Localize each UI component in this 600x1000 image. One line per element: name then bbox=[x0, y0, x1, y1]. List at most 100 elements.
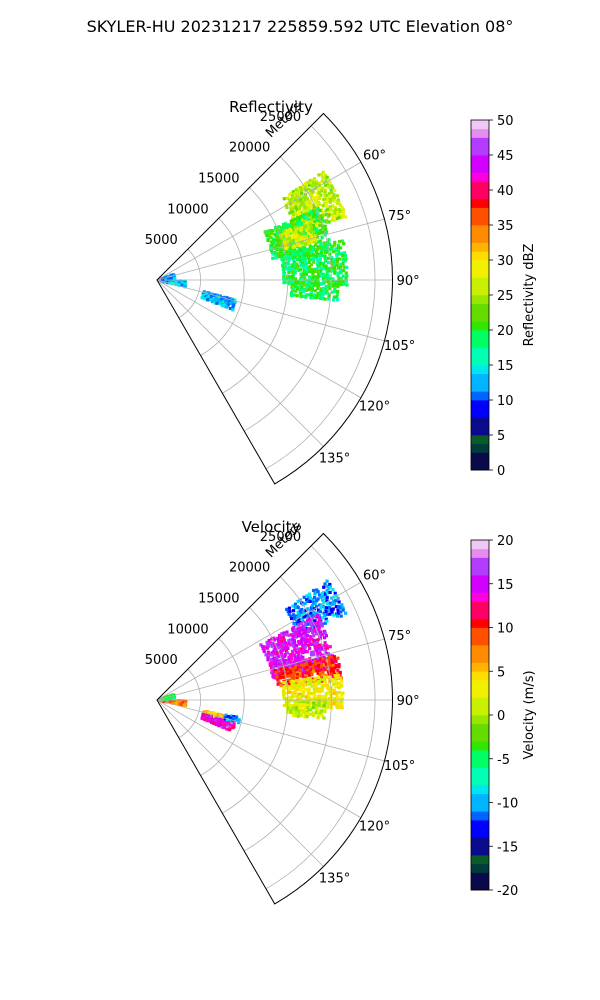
radial-tick-label: 5000 bbox=[145, 233, 178, 248]
echo-pixel bbox=[284, 633, 288, 637]
echo-pixel bbox=[291, 256, 295, 260]
echo-pixel bbox=[318, 181, 322, 185]
echo-pixel bbox=[282, 687, 286, 691]
echo-pixel bbox=[303, 701, 307, 705]
echo-pixel bbox=[316, 647, 321, 651]
echo-pixel bbox=[327, 178, 331, 182]
echo-pixel bbox=[282, 251, 286, 255]
echo-pixel bbox=[299, 229, 303, 233]
echo-pixel bbox=[276, 231, 280, 235]
echo-pixel bbox=[283, 647, 287, 651]
colorbar-band bbox=[471, 575, 489, 585]
echo-pixel bbox=[299, 674, 303, 678]
echo-pixel bbox=[328, 582, 332, 587]
echo-pixel bbox=[334, 659, 338, 663]
echo-pixel bbox=[329, 184, 333, 188]
echo-pixel bbox=[334, 282, 338, 286]
echo-pixel bbox=[320, 666, 324, 670]
angle-tick-label: 120° bbox=[359, 400, 390, 415]
echo-pixel bbox=[313, 659, 317, 663]
echo-pixel bbox=[332, 261, 336, 265]
echo-pixel bbox=[314, 679, 318, 683]
echo-pixel bbox=[303, 710, 307, 714]
echo-pixel bbox=[333, 287, 337, 291]
colorbar-band bbox=[471, 198, 489, 208]
echo-pixel bbox=[309, 691, 313, 696]
echo-pixel bbox=[284, 232, 288, 236]
echo-pixel bbox=[316, 213, 320, 217]
echo-pixel bbox=[321, 170, 325, 174]
echo-pixel bbox=[169, 277, 173, 281]
echo-pixel bbox=[285, 277, 289, 281]
echo-pixel bbox=[297, 210, 301, 214]
echo-pixel bbox=[289, 293, 294, 297]
echo-pixel bbox=[303, 715, 307, 719]
echo-pixel bbox=[296, 647, 300, 651]
echo-pixel bbox=[282, 693, 286, 697]
echo-pixel bbox=[312, 692, 316, 696]
echo-pixel bbox=[313, 595, 317, 599]
colorbar-band bbox=[471, 863, 489, 873]
echo-pixel bbox=[325, 248, 330, 252]
echo-pixel bbox=[337, 690, 341, 694]
echo-pixel bbox=[309, 222, 313, 226]
echo-pixel bbox=[330, 290, 334, 294]
echo-pixel bbox=[266, 644, 270, 648]
echo-pixel bbox=[336, 211, 340, 215]
echo-pixel bbox=[278, 676, 282, 680]
colorbar-band bbox=[471, 846, 489, 856]
echo-pixel bbox=[323, 621, 327, 625]
echo-pixel bbox=[316, 590, 320, 594]
echo-pixel bbox=[288, 237, 292, 241]
echo-pixel bbox=[299, 215, 303, 219]
echo-pixel bbox=[292, 227, 296, 232]
echo-pixel bbox=[280, 664, 284, 668]
echo-pixel bbox=[282, 270, 286, 274]
echo-pixel bbox=[237, 719, 241, 723]
echo-pixel bbox=[328, 585, 332, 589]
echo-pixel bbox=[330, 672, 334, 676]
echo-pixel bbox=[310, 228, 314, 232]
echo-pixel bbox=[281, 267, 285, 271]
echo-pixel bbox=[206, 298, 210, 302]
radial-tick-label: 10000 bbox=[167, 622, 208, 637]
echo-pixel bbox=[296, 191, 300, 195]
colorbar-band bbox=[471, 688, 489, 698]
echo-pixel bbox=[291, 218, 295, 222]
echo-pixel bbox=[326, 691, 330, 695]
echo-pixel bbox=[319, 678, 323, 682]
echo-pixel bbox=[297, 709, 301, 713]
echo-pixel bbox=[301, 261, 305, 265]
echo-pixel bbox=[316, 200, 320, 205]
echo-pixel bbox=[327, 697, 331, 701]
colorbar-band bbox=[471, 382, 489, 392]
echo-pixel bbox=[291, 613, 296, 617]
echo-pixel bbox=[304, 188, 308, 192]
echo-pixel bbox=[326, 686, 330, 690]
echo-pixel bbox=[313, 196, 318, 200]
angle-tick-label: 60° bbox=[363, 568, 386, 583]
echo-pixel bbox=[295, 700, 299, 704]
echo-pixel bbox=[302, 235, 306, 239]
echo-pixel bbox=[277, 665, 281, 669]
echo-pixel bbox=[319, 246, 323, 250]
echo-pixel bbox=[302, 275, 306, 279]
echo-pixel bbox=[279, 251, 283, 255]
echo-pixel bbox=[295, 266, 299, 270]
echo-pixel bbox=[300, 703, 304, 707]
echo-pixel bbox=[304, 628, 308, 632]
echo-pixel bbox=[322, 663, 326, 667]
colorbar-band bbox=[471, 785, 489, 795]
echo-pixel bbox=[287, 271, 291, 275]
echo-pixel bbox=[297, 618, 301, 622]
echo-pixel bbox=[308, 635, 313, 639]
echo-pixel bbox=[322, 596, 327, 600]
echo-pixel bbox=[314, 706, 319, 710]
echo-pixel bbox=[282, 281, 286, 285]
echo-pixel bbox=[312, 695, 317, 699]
echo-pixel bbox=[293, 211, 297, 215]
echo-pixel bbox=[288, 275, 292, 279]
echo-pixel bbox=[301, 248, 305, 252]
echo-pixel bbox=[302, 207, 306, 211]
